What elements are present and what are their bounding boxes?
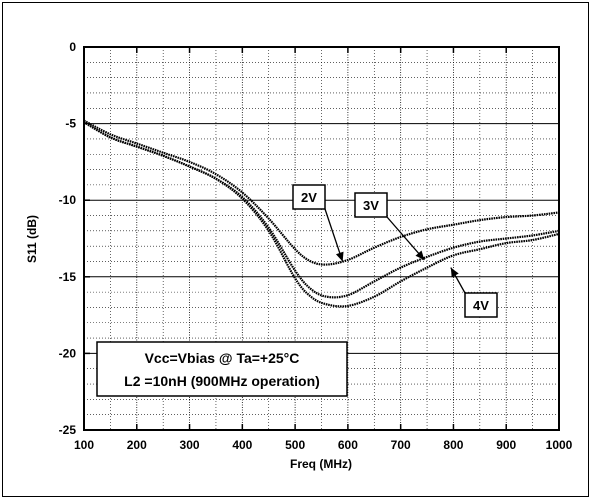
- callout-arrow-2V: [324, 208, 344, 262]
- x-tick-label: 700: [391, 438, 411, 452]
- y-tick-label: -20: [59, 346, 77, 360]
- plot-border: [83, 46, 560, 431]
- x-tick-label: 1000: [546, 438, 573, 452]
- y-tick-label: -15: [59, 270, 77, 284]
- x-tick-label: 800: [443, 438, 463, 452]
- x-tick-label: 500: [285, 438, 305, 452]
- x-tick-label: 200: [127, 438, 147, 452]
- x-axis-title: Freq (MHz): [290, 457, 352, 471]
- x-tick-label: 400: [232, 438, 252, 452]
- y-tick-label: 0: [69, 40, 76, 54]
- s11-chart: 0 -5 -10 -15 -20 -25 100 200 300 400 500 600 700 800…: [25, 40, 573, 471]
- axis-ticks: [83, 46, 560, 431]
- y-tick-label: -5: [65, 117, 76, 131]
- x-tick-labels: 100 200 300 400 500 600 700 800 900 1000: [74, 438, 573, 452]
- x-tick-label: 900: [496, 438, 516, 452]
- callout-arrow-3V: [386, 216, 425, 261]
- annotation-box: [96, 341, 348, 397]
- callout-box-3V: [354, 192, 388, 218]
- annotation-line-2: L2 =10nH (900MHz operation): [124, 373, 320, 389]
- y-tick-labels: 0 -5 -10 -15 -20 -25: [59, 40, 77, 437]
- series-callouts: 2V 3V 4V: [292, 184, 498, 318]
- chart-frame: 0 -5 -10 -15 -20 -25 100 200 300 400 500 600 700 800…: [2, 2, 589, 497]
- series-line-2V: [84, 119, 559, 266]
- callout-arrowhead-3V: [415, 250, 425, 260]
- y-tick-label: -10: [59, 193, 77, 207]
- callout-label-2V: 2V: [301, 190, 317, 205]
- callout-box-4V: [464, 292, 498, 318]
- callout-arrowhead-4V: [450, 267, 459, 278]
- callout-label-3V: 3V: [363, 198, 379, 213]
- conditions-annotation: Vcc=Vbias @ Ta=+25°C L2 =10nH (900MHz op…: [96, 341, 348, 397]
- callout-arrowhead-2V: [335, 251, 344, 262]
- annotation-line-1: Vcc=Vbias @ Ta=+25°C: [145, 350, 300, 366]
- x-tick-label: 300: [180, 438, 200, 452]
- callout-label-4V: 4V: [473, 298, 489, 313]
- x-tick-label: 600: [338, 438, 358, 452]
- y-tick-label: -25: [59, 423, 77, 437]
- x-tick-label: 100: [74, 438, 94, 452]
- callout-box-2V: [292, 184, 326, 210]
- y-axis-title: S11 (dB): [25, 215, 39, 263]
- series-layer: [84, 119, 559, 308]
- series-line-4V: [84, 121, 559, 308]
